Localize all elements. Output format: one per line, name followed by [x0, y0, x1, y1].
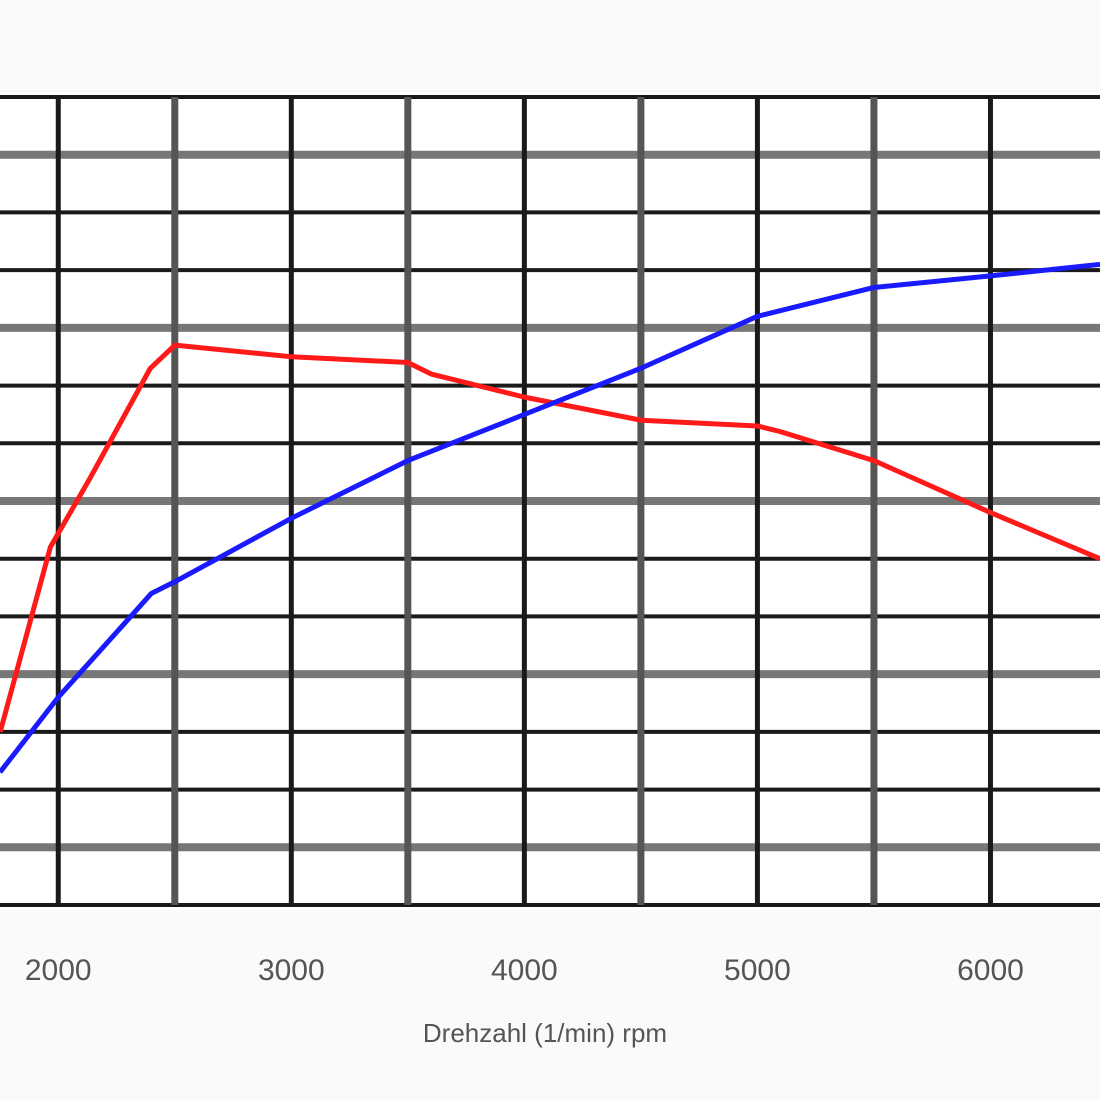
- x-tick-label: 6000: [957, 954, 1024, 987]
- x-tick-label: 3000: [258, 954, 325, 987]
- x-tick-label: 2000: [25, 954, 92, 987]
- x-axis-label: Drehzahl (1/min) rpm: [423, 1018, 667, 1048]
- data-line: [0, 261, 1100, 774]
- x-tick-label: 5000: [724, 954, 791, 987]
- x-tick-label: 4000: [491, 954, 558, 987]
- data-line: [0, 342, 1100, 733]
